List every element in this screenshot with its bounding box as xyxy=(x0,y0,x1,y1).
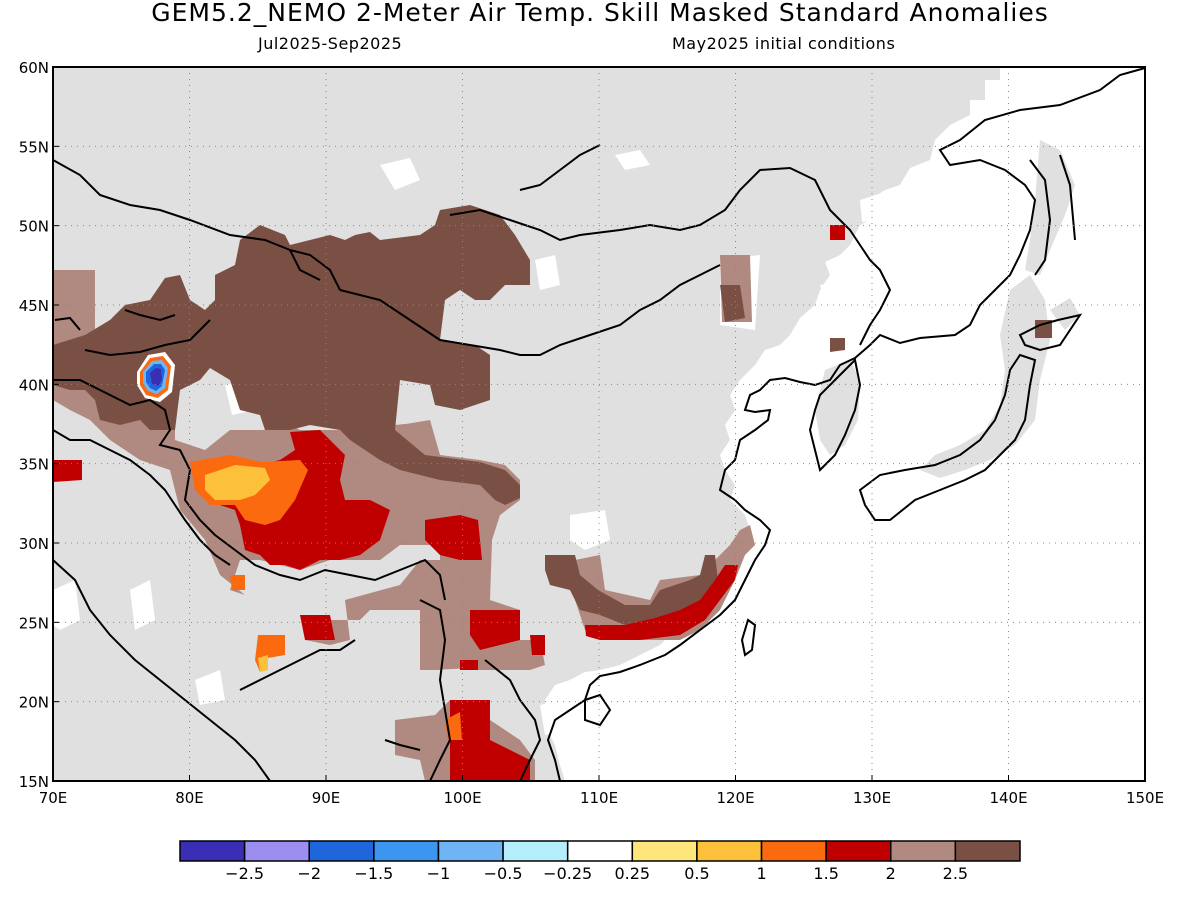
x-tick-label: 100E xyxy=(443,789,481,807)
forecast-period: Jul2025-Sep2025 xyxy=(258,34,403,53)
masked-korea-japan xyxy=(815,140,1080,478)
colorbar-label: −0.5 xyxy=(484,864,523,883)
anomaly-band-0-5 xyxy=(205,465,270,672)
colorbar-label: 1.5 xyxy=(813,864,838,883)
x-tick-label: 130E xyxy=(853,789,891,807)
chart-title: GEM5.2_NEMO 2-Meter Air Temp. Skill Mask… xyxy=(151,0,1049,27)
colorbar-swatch xyxy=(890,840,957,862)
anomaly-band-2-5 xyxy=(53,205,1052,625)
negative-anomaly-spot xyxy=(137,352,175,402)
colorbar-label: −1 xyxy=(427,864,451,883)
y-tick-label: 20N xyxy=(19,694,49,712)
x-tick-label: 140E xyxy=(989,789,1027,807)
colorbar-label: 0.25 xyxy=(614,864,650,883)
anomaly-band-2 xyxy=(53,255,755,781)
colorbar-swatch xyxy=(631,840,698,862)
latitude-ticks: 15N 20N 25N 30N 35N 40N 45N 50N 55N 60N xyxy=(19,59,59,791)
y-tick-label: 35N xyxy=(19,456,49,474)
colorbar-label: 2 xyxy=(886,864,896,883)
colorbar-swatch xyxy=(502,840,569,862)
colorbar: −2.5 −2 −1.5 −1 −0.5 −0.25 0.25 0.5 1 1.5 2 2.5 xyxy=(179,840,1021,883)
x-tick-label: 80E xyxy=(175,789,204,807)
colorbar-swatch xyxy=(566,840,634,862)
anomaly-field xyxy=(53,67,1080,781)
colorbar-swatch xyxy=(179,840,246,862)
x-tick-label: 110E xyxy=(580,789,618,807)
y-tick-label: 60N xyxy=(19,59,49,77)
colorbar-label: −2 xyxy=(297,864,321,883)
initial-conditions: May2025 initial conditions xyxy=(672,34,896,53)
colorbar-swatch xyxy=(437,840,504,862)
coastlines-borders xyxy=(53,67,1145,781)
y-tick-label: 40N xyxy=(19,376,49,394)
colorbar-swatch xyxy=(696,840,763,862)
colorbar-swatch xyxy=(243,840,310,862)
colorbar-swatch xyxy=(825,840,892,862)
colorbar-swatch xyxy=(760,840,827,862)
y-tick-label: 15N xyxy=(19,773,49,791)
x-tick-label: 150E xyxy=(1126,789,1164,807)
colorbar-swatch xyxy=(308,840,375,862)
colorbar-label: −0.25 xyxy=(543,864,592,883)
colorbar-swatch xyxy=(373,840,440,862)
colorbar-label: −1.5 xyxy=(354,864,393,883)
x-tick-label: 90E xyxy=(312,789,341,807)
longitude-ticks: 70E 80E 90E 100E 110E 120E 130E 140E 150E xyxy=(39,775,1164,807)
y-tick-label: 55N xyxy=(19,138,49,156)
y-tick-label: 30N xyxy=(19,535,49,553)
y-tick-label: 50N xyxy=(19,218,49,236)
x-tick-label: 120E xyxy=(716,789,754,807)
colorbar-label: 1 xyxy=(756,864,766,883)
y-tick-label: 25N xyxy=(19,614,49,632)
colorbar-label: −2.5 xyxy=(225,864,264,883)
gridlines xyxy=(53,67,1145,781)
colorbar-swatch xyxy=(954,840,1021,862)
colorbar-label: 2.5 xyxy=(943,864,968,883)
colorbar-label: 0.5 xyxy=(684,864,709,883)
x-tick-label: 70E xyxy=(39,789,68,807)
y-tick-label: 45N xyxy=(19,297,49,315)
